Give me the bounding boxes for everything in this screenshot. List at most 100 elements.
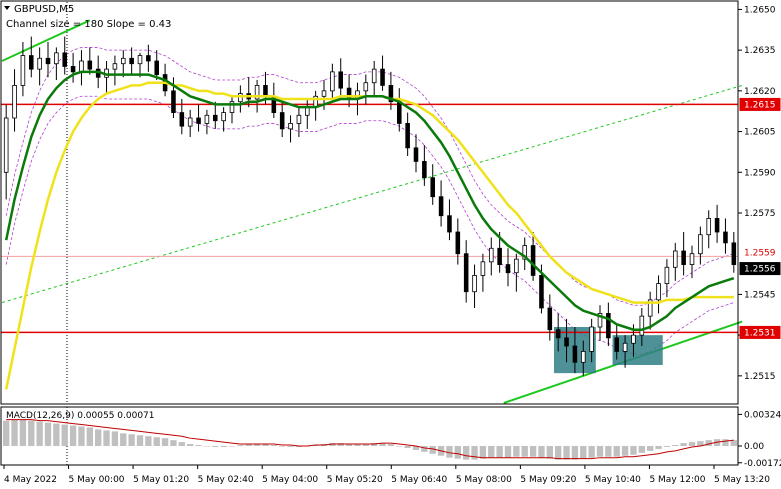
candle <box>28 36 34 78</box>
candle-body-up <box>631 334 636 344</box>
candle-body-up <box>371 68 377 84</box>
macd-histogram-bar <box>19 419 27 446</box>
candle <box>681 232 686 276</box>
candle-body-down <box>45 57 51 65</box>
macd-histogram-bar <box>396 445 403 447</box>
candle <box>580 340 586 376</box>
candle-body-up <box>3 117 9 173</box>
candle <box>447 199 452 241</box>
candle <box>405 112 410 156</box>
candle-body-down <box>447 215 452 233</box>
macd-histogram-bar <box>655 445 662 449</box>
price-panel-frame <box>0 0 739 405</box>
macd-histogram-bar <box>11 419 18 446</box>
candle-body-up <box>698 234 703 255</box>
candle-body-up <box>137 55 143 65</box>
candle-body-up <box>37 57 42 70</box>
macd-histogram-bar <box>630 445 637 455</box>
macd-histogram-bar <box>61 424 68 446</box>
candle-body-down <box>338 71 344 89</box>
candle-body-down <box>413 147 419 162</box>
candle-body-up <box>689 253 695 265</box>
price-label-box <box>739 262 781 276</box>
candle <box>371 61 377 97</box>
macd-histogram-bar <box>3 420 10 446</box>
candle-body-down <box>731 242 737 265</box>
macd-histogram-bar <box>647 445 654 451</box>
price-levels <box>1 103 738 334</box>
candlestick-series[interactable] <box>3 36 737 376</box>
macd-histogram-bar <box>688 442 696 446</box>
macd-histogram-bar <box>613 445 620 457</box>
macd-histogram-bar <box>580 445 587 459</box>
price-tick-label: 1.2575 <box>744 209 776 219</box>
time-tick-label: 5 May 05:20 <box>327 475 383 485</box>
macd-histogram-bar <box>672 445 679 446</box>
price-label-box <box>739 97 781 111</box>
macd-histogram-bar <box>212 445 219 447</box>
macd-histogram-bar <box>463 445 470 460</box>
candle-body-up <box>580 351 586 363</box>
candle <box>238 85 243 113</box>
candle <box>522 237 528 270</box>
candle <box>112 55 118 86</box>
macd-histogram-bar <box>663 445 671 447</box>
candle <box>656 275 661 314</box>
candle <box>606 302 611 346</box>
candle-body-up <box>296 114 302 124</box>
candle-body-down <box>614 337 620 352</box>
macd-histogram-bar <box>596 445 604 457</box>
candle-body-down <box>422 161 427 179</box>
macd-histogram-bar <box>421 445 428 452</box>
candle-body-up <box>514 258 519 274</box>
candle <box>514 253 519 292</box>
candle <box>622 335 628 368</box>
candle <box>547 294 553 341</box>
candle <box>146 44 151 72</box>
macd-histogram-bar <box>429 445 436 454</box>
candle-body-up <box>12 85 17 119</box>
candle <box>530 232 536 281</box>
candle-body-up <box>221 112 226 122</box>
candle <box>296 107 302 137</box>
candle-body-up <box>187 117 193 127</box>
candle-body-up <box>204 114 210 124</box>
macd-histogram-bar <box>345 444 353 446</box>
candle <box>564 318 569 363</box>
macd-histogram-bar <box>605 445 612 457</box>
candle-body-down <box>396 101 402 124</box>
candle <box>363 74 369 105</box>
macd-histogram-bar <box>178 442 185 446</box>
candle-body-down <box>430 177 436 198</box>
candle-body-down <box>539 275 544 309</box>
candle <box>664 259 670 298</box>
macd-histogram-bar <box>28 420 35 446</box>
macd-histogram-bar <box>404 445 411 448</box>
candle-body-up <box>522 245 528 260</box>
macd-histogram-bar <box>730 440 737 446</box>
candle-body-up <box>112 63 118 70</box>
macd-histogram-bar <box>387 444 395 446</box>
candle <box>154 50 160 80</box>
candle-body-up <box>622 342 628 352</box>
candle-body-down <box>263 85 268 97</box>
macd-histogram-bar <box>253 444 261 446</box>
macd-histogram-bar <box>170 440 177 446</box>
macd-histogram-bar <box>638 445 645 453</box>
price-label: 1.2531 <box>744 328 776 338</box>
candle <box>330 63 335 102</box>
candle-body-up <box>321 90 327 97</box>
candle <box>212 101 218 129</box>
candle-body-down <box>564 337 569 347</box>
candle-body-up <box>229 101 235 113</box>
candle-body-up <box>472 275 477 293</box>
macd-histogram-bar <box>287 445 294 447</box>
time-tick-label: 5 May 08:00 <box>456 475 512 485</box>
macd-histogram-bar <box>354 444 361 446</box>
macd-histogram-bar <box>136 435 144 446</box>
macd-histogram-bar <box>680 443 687 446</box>
macd-panel-frame <box>0 406 739 466</box>
candle-body-down <box>279 112 285 130</box>
